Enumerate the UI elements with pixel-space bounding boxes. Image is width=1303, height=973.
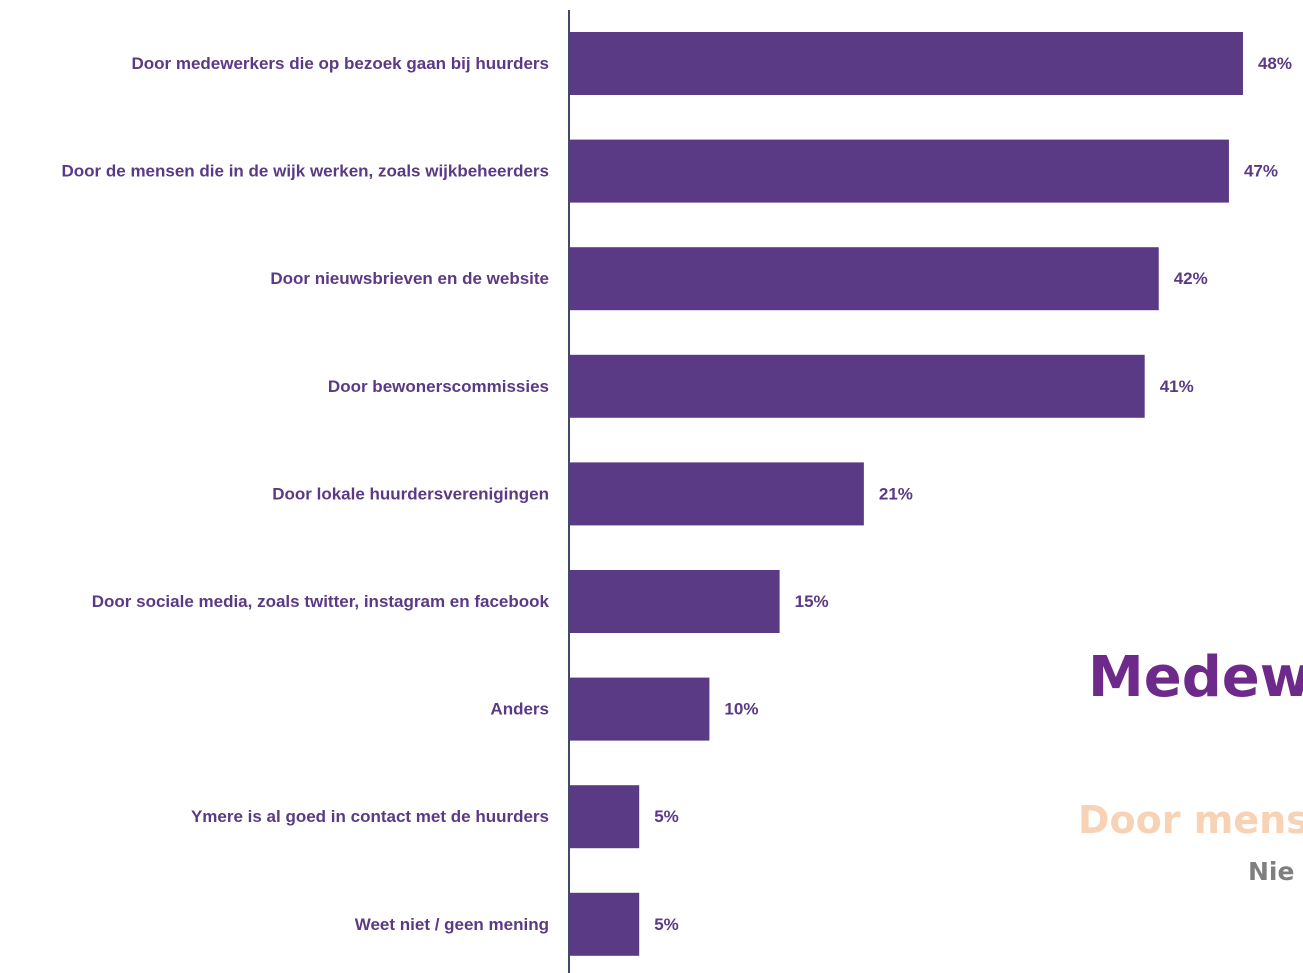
bar: [569, 570, 780, 633]
category-label: Door sociale media, zoals twitter, insta…: [92, 592, 550, 611]
value-label: 5%: [654, 915, 679, 934]
category-label: Door de mensen die in de wijk werken, zo…: [62, 162, 550, 181]
category-label: Door lokale huurdersverenigingen: [272, 484, 549, 503]
overlay-subtitle: Door mens: [1078, 798, 1303, 842]
bar: [569, 247, 1159, 311]
value-label: 47%: [1244, 162, 1278, 181]
bar: [569, 139, 1229, 203]
category-labels: Door medewerkers die op bezoek gaan bij …: [62, 54, 550, 934]
category-label: Weet niet / geen mening: [355, 915, 549, 934]
bar: [569, 354, 1145, 418]
category-label: Anders: [490, 700, 549, 719]
category-label: Door bewonerscommissies: [328, 377, 549, 396]
value-label: 15%: [795, 592, 829, 611]
bar: [569, 785, 640, 849]
bars-layer: [569, 32, 1243, 956]
value-label: 42%: [1174, 269, 1208, 288]
value-label: 21%: [879, 484, 913, 503]
bar: [569, 677, 710, 741]
category-label: Door nieuwsbrieven en de website: [270, 269, 549, 288]
bar: [569, 32, 1243, 95]
category-label: Door medewerkers die op bezoek gaan bij …: [131, 54, 549, 73]
value-label: 10%: [724, 700, 758, 719]
overlay-small-text: Nie: [1248, 857, 1295, 886]
value-labels: 48% 47% 42% 41% 21% 15% 10% 5% 5%: [654, 54, 1292, 934]
overlay-title: Medewe: [1088, 645, 1303, 710]
value-label: 5%: [654, 807, 679, 826]
category-label: Ymere is al goed in contact met de huurd…: [191, 807, 549, 826]
bar: [569, 462, 864, 526]
bar: [569, 892, 640, 956]
value-label: 48%: [1258, 54, 1292, 73]
value-label: 41%: [1160, 377, 1194, 396]
